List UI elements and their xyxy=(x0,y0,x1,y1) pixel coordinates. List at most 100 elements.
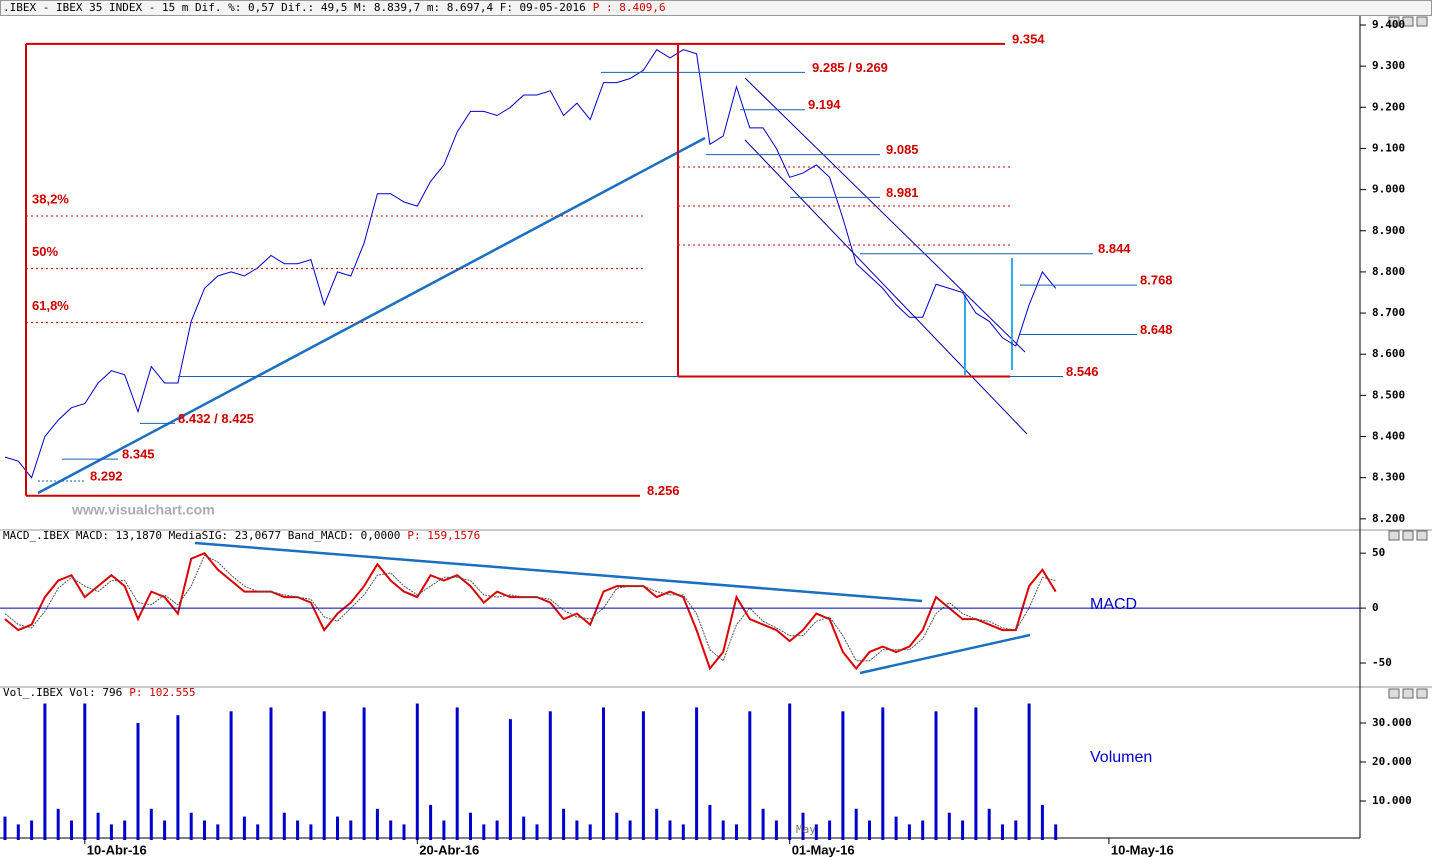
button[interactable] xyxy=(1402,530,1414,541)
volume-bar xyxy=(881,707,885,840)
volume-bar xyxy=(588,824,592,840)
channel-line xyxy=(744,139,1028,435)
volume-bar xyxy=(269,707,273,840)
volume-bar xyxy=(482,824,486,840)
y-tick-label: 30.000 xyxy=(1372,716,1412,729)
volume-bar xyxy=(562,808,566,840)
y-tick-label: 20.000 xyxy=(1372,755,1412,768)
volume-bar xyxy=(442,820,446,840)
level-label: 8.292 xyxy=(90,468,123,483)
x-tick-label: 20-Abr-16 xyxy=(419,842,479,857)
button[interactable] xyxy=(1416,688,1428,699)
y-tick-label: 0 xyxy=(1372,601,1379,614)
volume-bar xyxy=(402,824,406,840)
panel-label: MACD xyxy=(1090,596,1137,613)
volume-bar xyxy=(3,816,7,840)
watermark: www.visualchart.com xyxy=(71,502,215,518)
line-series xyxy=(4,49,1057,479)
volume-bar xyxy=(974,707,978,840)
level-label: 8.981 xyxy=(886,185,919,200)
button[interactable] xyxy=(1402,688,1414,699)
panel-header-value: P : 8.409,6 xyxy=(593,1,666,14)
volume-bar xyxy=(894,816,898,840)
volume-bar xyxy=(774,820,778,840)
volume-bar xyxy=(189,812,193,840)
button[interactable] xyxy=(1388,16,1400,27)
volume-bar xyxy=(415,703,419,840)
volume-bar xyxy=(30,820,34,840)
volume-bar xyxy=(987,808,991,840)
volume-bar xyxy=(708,804,712,840)
fib-label: 50% xyxy=(32,244,58,259)
fib-label: 38,2% xyxy=(32,191,69,206)
volume-bar xyxy=(70,820,73,840)
volume-bar xyxy=(469,812,472,840)
panel-header-value: P: 159,1576 xyxy=(407,529,480,542)
volume-bar xyxy=(602,707,605,840)
annotation: May xyxy=(796,823,816,836)
volume-bar xyxy=(681,824,685,840)
button[interactable] xyxy=(1416,530,1428,541)
channel-line xyxy=(744,77,1026,353)
volume-bar xyxy=(43,703,47,840)
volume-bar xyxy=(296,820,300,840)
volume-bar xyxy=(788,703,792,840)
level-label: 9.354 xyxy=(1012,31,1045,46)
level-label: 8.844 xyxy=(1098,241,1131,256)
level-label: 8.648 xyxy=(1140,322,1173,337)
level-label: 8.546 xyxy=(1066,364,1099,379)
volume-bar xyxy=(176,715,180,840)
volume-bar xyxy=(495,820,499,840)
volume-bar xyxy=(548,711,552,840)
volume-bar xyxy=(203,820,206,840)
volume-bar xyxy=(109,824,113,840)
volume-bar xyxy=(655,808,659,840)
button[interactable] xyxy=(1388,530,1400,541)
volume-bar xyxy=(216,824,220,840)
level-label: 9.085 xyxy=(886,142,919,157)
level-label: 8.432 / 8.425 xyxy=(178,411,254,426)
volume-bar xyxy=(868,820,871,840)
x-tick-label: 10-Abr-16 xyxy=(87,842,147,857)
volume-bar xyxy=(229,711,233,840)
volume-bar xyxy=(16,824,20,840)
window-buttons[interactable] xyxy=(1388,16,1428,699)
volume-bar xyxy=(735,824,738,840)
volume-bar xyxy=(748,711,752,840)
volume-bar xyxy=(83,703,87,840)
volume-bar xyxy=(389,820,393,840)
volume-bar xyxy=(56,808,60,840)
volume-bar xyxy=(349,820,353,840)
panel-header: MACD_.IBEX MACD: 13,1870 MediaSIG: 23,06… xyxy=(3,529,400,542)
volume-bar xyxy=(814,824,818,840)
volume-bar xyxy=(828,820,832,840)
volume-bar xyxy=(96,812,100,840)
x-tick-label: 01-May-16 xyxy=(792,842,855,857)
y-tick-label: 8.600 xyxy=(1372,347,1405,360)
trend-line xyxy=(37,136,706,495)
data-layer: 8.200 8.300 8.400 8.500 8.600 8.700 8.800 8.900… xyxy=(0,18,1412,857)
volume-bar xyxy=(136,723,140,840)
volume-bar xyxy=(322,711,326,840)
volume-bar xyxy=(242,816,246,840)
volume-bar xyxy=(615,812,619,840)
y-tick-label: 8.900 xyxy=(1372,224,1405,237)
y-tick-label: 9.000 xyxy=(1372,183,1405,196)
button[interactable] xyxy=(1416,16,1428,27)
panel-header: Vol_.IBEX Vol: 796 xyxy=(3,686,122,699)
volume-bar xyxy=(1027,703,1031,840)
y-tick-label: 50 xyxy=(1372,546,1385,559)
volume-bar xyxy=(455,707,459,840)
volume-bar xyxy=(641,711,645,840)
volume-bar xyxy=(123,820,127,840)
button[interactable] xyxy=(1402,16,1414,27)
button[interactable] xyxy=(1388,688,1400,699)
volume-bar xyxy=(309,824,313,840)
y-tick-label: 10.000 xyxy=(1372,794,1412,807)
level-label: 9.194 xyxy=(808,97,841,112)
y-tick-label: 9.400 xyxy=(1372,18,1405,31)
y-tick-label: 9.200 xyxy=(1372,100,1405,113)
level-label: 8.345 xyxy=(122,447,155,462)
panel-header-value: P: 102.555 xyxy=(129,686,195,699)
